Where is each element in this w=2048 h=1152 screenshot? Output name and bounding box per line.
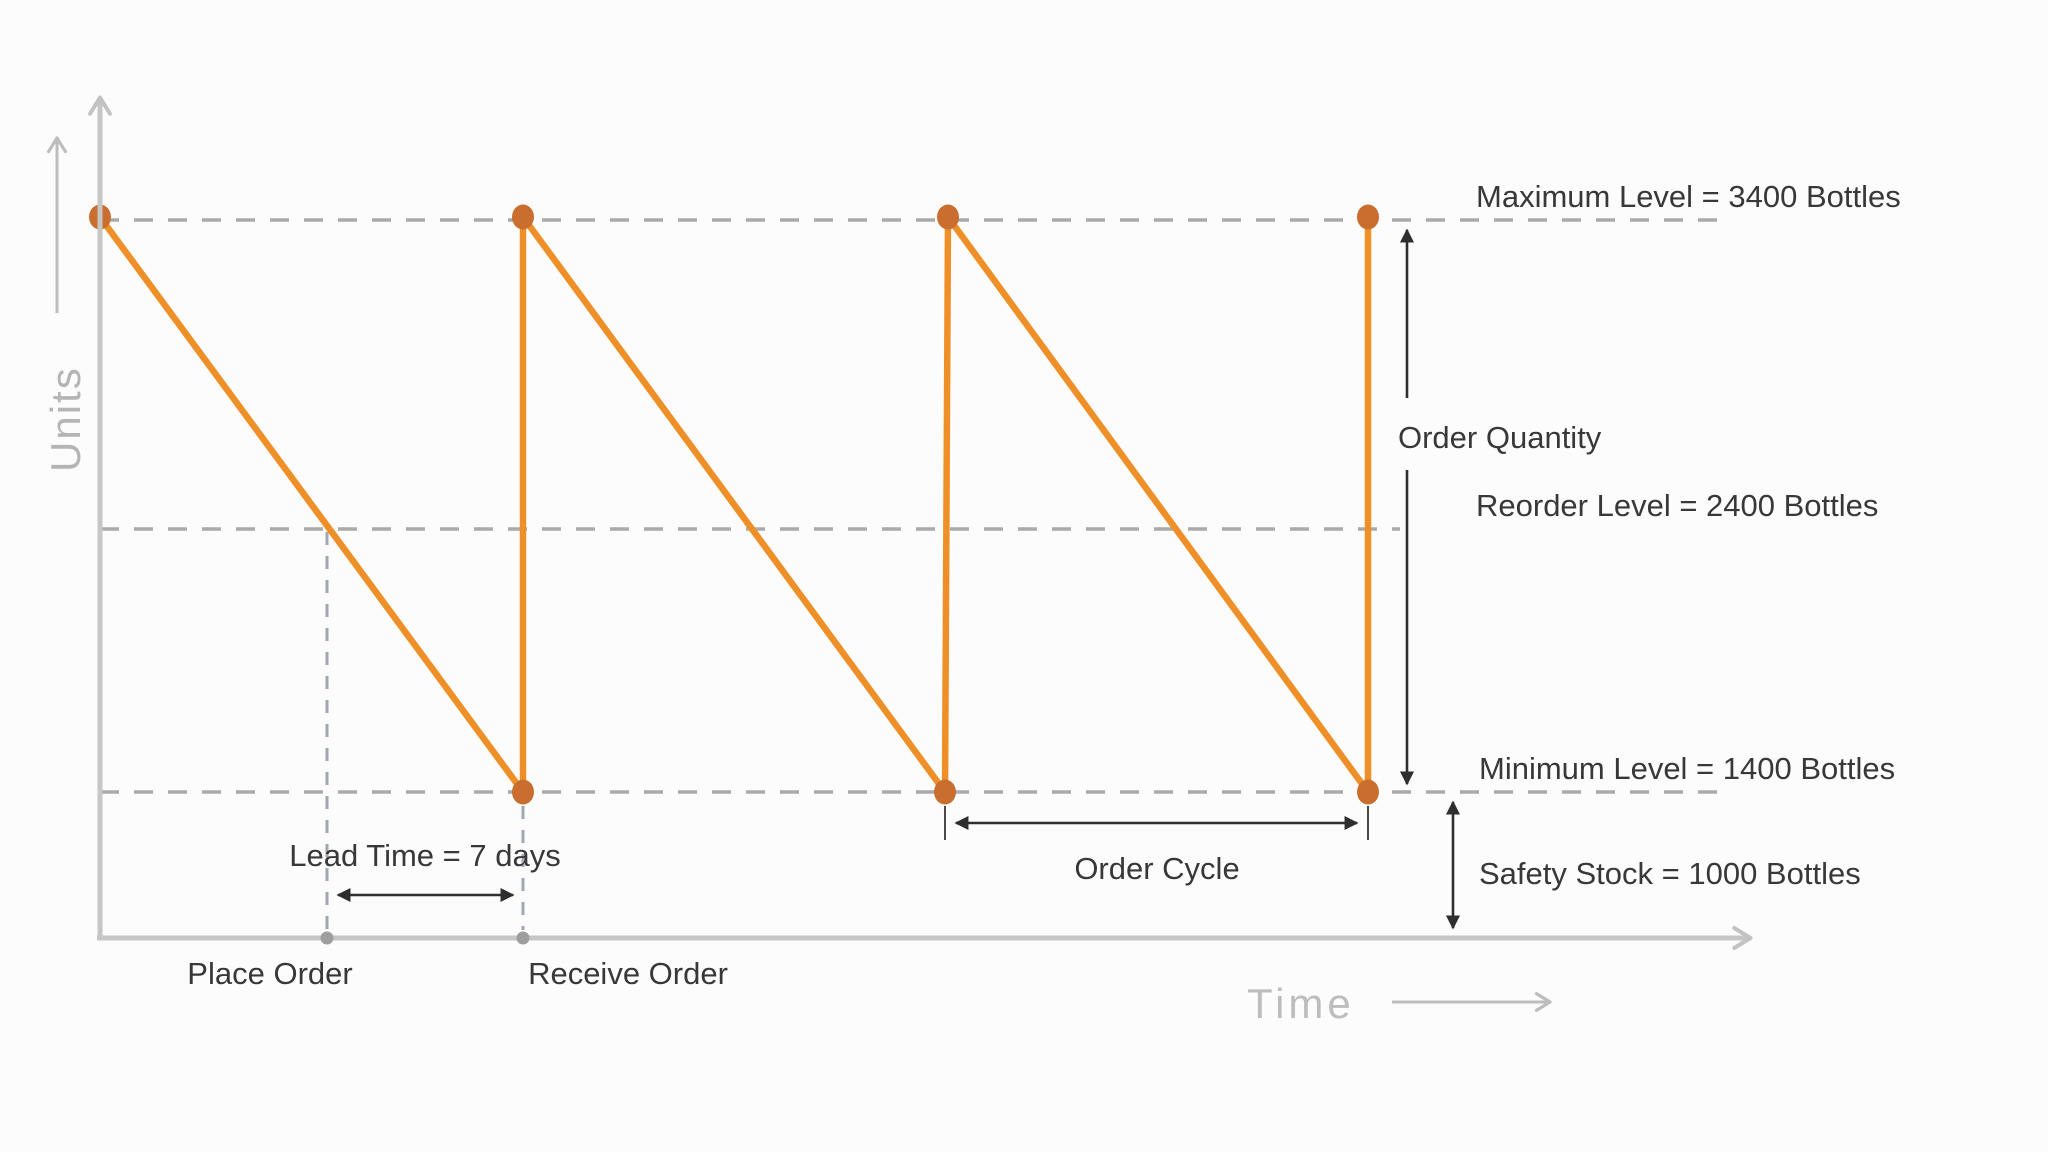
order-cycle-label: Order Cycle — [1074, 851, 1239, 886]
inventory-data-points — [89, 204, 1379, 805]
place-order-axis-dot — [320, 931, 334, 945]
maximum-level-label: Maximum Level = 3400 Bottles — [1476, 179, 1901, 214]
y-axis-title: Units — [42, 366, 89, 472]
min-point — [512, 779, 534, 805]
reorder-level-label: Reorder Level = 2400 Bottles — [1476, 488, 1878, 523]
inventory-sawtooth-line — [96, 213, 1372, 796]
receive-order-label: Receive Order — [528, 956, 728, 991]
x-axis-title: Time — [1247, 980, 1355, 1027]
max-point — [937, 204, 959, 230]
order-quantity-label: Order Quantity — [1398, 420, 1602, 455]
receive-order-axis-dot — [516, 931, 530, 945]
max-point — [1357, 204, 1379, 230]
place-order-label: Place Order — [187, 956, 352, 991]
min-point — [934, 779, 956, 805]
max-point — [512, 204, 534, 230]
lead-time-label: Lead Time = 7 days — [289, 838, 560, 873]
safety-stock-label: Safety Stock = 1000 Bottles — [1479, 856, 1861, 891]
minimum-level-label: Minimum Level = 1400 Bottles — [1479, 751, 1895, 786]
min-point — [1357, 779, 1379, 805]
